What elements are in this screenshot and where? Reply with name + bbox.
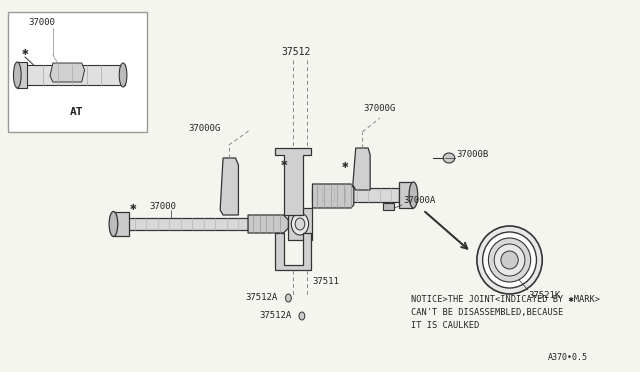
Ellipse shape	[285, 294, 291, 302]
Text: 37512A: 37512A	[260, 311, 292, 320]
Ellipse shape	[488, 238, 531, 282]
Ellipse shape	[483, 232, 536, 288]
Text: ✱: ✱	[342, 160, 349, 170]
Text: CAN'T BE DISASSEMBLED,BECAUSE: CAN'T BE DISASSEMBLED,BECAUSE	[412, 308, 564, 317]
Ellipse shape	[119, 63, 127, 87]
Ellipse shape	[13, 62, 21, 88]
Polygon shape	[19, 65, 125, 85]
Text: NOTICE>THE JOINT<INDICATED BY ✱MARK>: NOTICE>THE JOINT<INDICATED BY ✱MARK>	[412, 295, 600, 305]
Text: 37000A: 37000A	[404, 196, 436, 205]
Polygon shape	[220, 158, 239, 215]
Polygon shape	[312, 184, 354, 208]
Polygon shape	[312, 188, 399, 202]
Ellipse shape	[477, 226, 542, 294]
Text: 37512: 37512	[282, 47, 311, 57]
Text: 37000G: 37000G	[188, 124, 221, 132]
Text: AT: AT	[70, 107, 84, 117]
Text: ✱: ✱	[280, 158, 287, 168]
Ellipse shape	[299, 312, 305, 320]
Polygon shape	[289, 208, 312, 240]
Polygon shape	[353, 148, 370, 190]
Polygon shape	[248, 215, 289, 233]
Text: 37000B: 37000B	[457, 150, 489, 158]
Polygon shape	[17, 62, 27, 88]
Text: IT IS CAULKED: IT IS CAULKED	[412, 321, 480, 330]
Ellipse shape	[494, 244, 525, 276]
Ellipse shape	[409, 182, 418, 208]
Polygon shape	[113, 212, 129, 236]
Ellipse shape	[444, 153, 455, 163]
Ellipse shape	[295, 218, 305, 230]
Text: 37000: 37000	[29, 17, 56, 26]
Text: 37511: 37511	[312, 278, 339, 286]
Polygon shape	[50, 63, 84, 82]
Text: A370•0.5: A370•0.5	[548, 353, 588, 362]
Text: ✱: ✱	[129, 202, 136, 212]
Polygon shape	[383, 203, 394, 210]
Text: ✱: ✱	[22, 47, 28, 57]
Ellipse shape	[109, 212, 118, 237]
Ellipse shape	[501, 251, 518, 269]
Text: 37000: 37000	[149, 202, 176, 211]
Text: 37512A: 37512A	[245, 292, 277, 301]
Polygon shape	[275, 233, 312, 270]
Polygon shape	[399, 182, 413, 208]
Polygon shape	[275, 148, 312, 215]
Ellipse shape	[291, 213, 308, 235]
Polygon shape	[125, 218, 248, 230]
Text: 37000G: 37000G	[364, 103, 396, 112]
FancyBboxPatch shape	[8, 12, 147, 132]
Text: 37521K: 37521K	[529, 291, 561, 299]
